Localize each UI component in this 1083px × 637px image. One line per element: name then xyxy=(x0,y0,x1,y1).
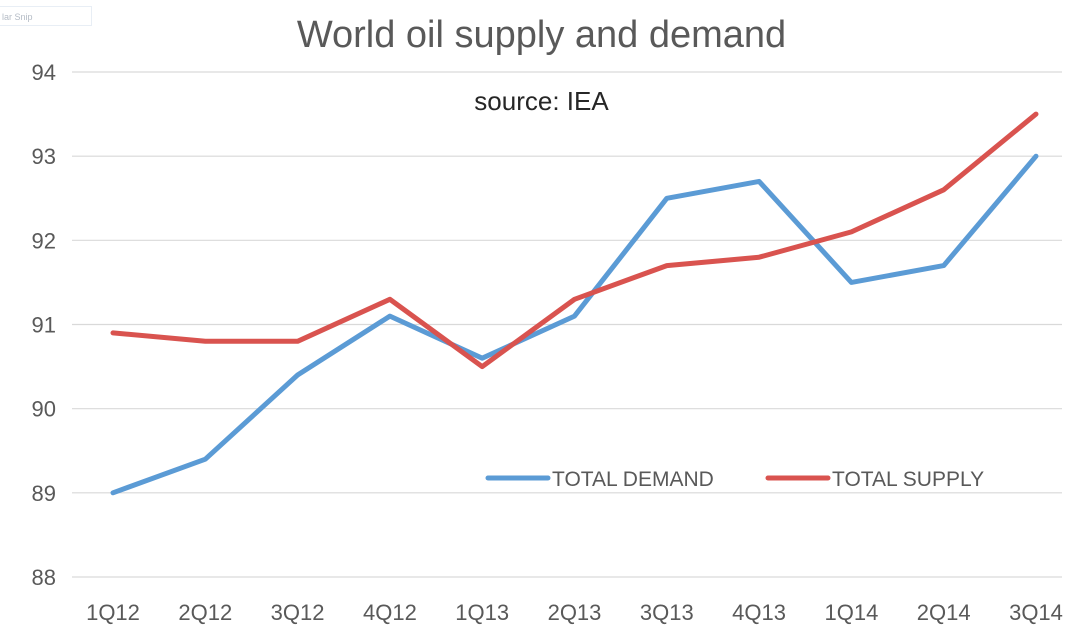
gridlines xyxy=(72,71,1062,578)
y-tick-label: 90 xyxy=(32,397,56,422)
y-tick-label: 93 xyxy=(32,144,56,169)
x-tick-label: 3Q13 xyxy=(640,600,694,625)
x-tick-label: 2Q13 xyxy=(548,600,602,625)
x-tick-label: 3Q12 xyxy=(271,600,325,625)
x-tick-label: 4Q12 xyxy=(363,600,417,625)
snip-overlay-tab: lar Snip xyxy=(0,6,92,26)
y-tick-label: 92 xyxy=(32,228,56,253)
legend-label: TOTAL SUPPLY xyxy=(832,468,984,491)
y-tick-label: 88 xyxy=(32,565,56,590)
y-axis-ticks: 88 89 90 91 92 93 94 xyxy=(32,60,56,590)
legend-label: TOTAL DEMAND xyxy=(552,468,714,491)
x-tick-label: 3Q14 xyxy=(1009,600,1063,625)
y-tick-label: 94 xyxy=(32,60,56,85)
x-tick-label: 2Q12 xyxy=(178,600,232,625)
x-tick-label: 1Q13 xyxy=(455,600,509,625)
series-lines xyxy=(110,111,1039,496)
chart-title: World oil supply and demand xyxy=(296,14,787,56)
series-line-total-supply xyxy=(110,111,1039,370)
chart-subtitle: source: IEA xyxy=(474,86,609,116)
x-tick-label: 1Q12 xyxy=(86,600,140,625)
legend: TOTAL DEMAND TOTAL SUPPLY xyxy=(485,468,984,491)
y-tick-label: 89 xyxy=(32,481,56,506)
y-tick-label: 91 xyxy=(32,313,56,338)
x-axis-ticks: 1Q12 2Q12 3Q12 4Q12 1Q13 2Q13 3Q13 4Q13 1Q14 2Q14… xyxy=(86,600,1063,625)
x-tick-label: 2Q14 xyxy=(917,600,971,625)
x-tick-label: 4Q13 xyxy=(732,600,786,625)
series-line-total-demand xyxy=(110,153,1039,496)
x-tick-label: 1Q14 xyxy=(824,600,878,625)
